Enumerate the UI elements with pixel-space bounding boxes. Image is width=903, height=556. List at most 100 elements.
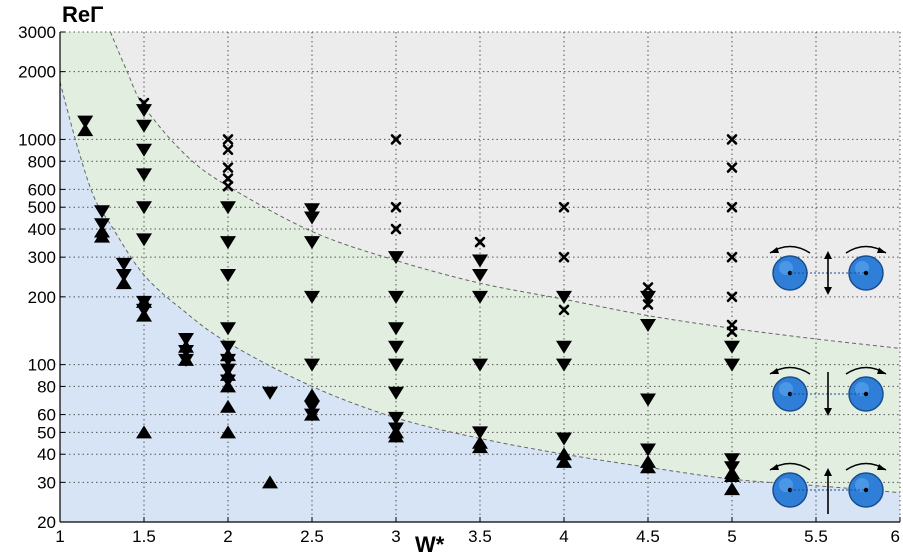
arrowhead-icon bbox=[877, 247, 886, 253]
data-point-triangle-down bbox=[136, 119, 152, 133]
x-tick-label: 5 bbox=[727, 527, 736, 546]
data-point-triangle-down bbox=[472, 269, 488, 283]
data-point-triangle-down bbox=[304, 400, 320, 414]
data-point-triangle-down bbox=[556, 432, 572, 446]
y-tick-label: 300 bbox=[28, 248, 56, 267]
y-tick-label: 100 bbox=[28, 356, 56, 375]
y-tick-label: 800 bbox=[28, 152, 56, 171]
data-point-triangle-down bbox=[77, 115, 94, 129]
cross-marker-shape bbox=[726, 326, 738, 338]
data-point-cross bbox=[726, 251, 738, 263]
arrowhead-icon bbox=[770, 247, 779, 253]
data-point-triangle-down bbox=[94, 205, 110, 219]
data-point-triangle-down bbox=[724, 340, 740, 354]
data-point-triangle-up bbox=[136, 294, 152, 308]
data-point-triangle-down bbox=[388, 251, 404, 265]
x-tick-label: 4 bbox=[559, 527, 568, 546]
data-point-triangle-up bbox=[220, 425, 236, 439]
data-point-triangle-down bbox=[304, 211, 320, 225]
data-point-triangle-up bbox=[556, 454, 572, 468]
legend-layer bbox=[769, 245, 887, 514]
data-point-triangle-down bbox=[472, 426, 488, 440]
data-point-triangle-down bbox=[220, 322, 236, 336]
data-point-cross bbox=[222, 173, 234, 184]
data-point-triangle-down bbox=[136, 168, 152, 182]
data-point-triangle-down bbox=[136, 143, 152, 157]
cross-marker-shape bbox=[222, 144, 234, 156]
data-point-triangle-up bbox=[178, 352, 194, 366]
data-point-triangle-up bbox=[472, 440, 488, 454]
cross-marker-shape bbox=[642, 299, 654, 310]
region-lower bbox=[60, 82, 900, 522]
y-tick-label: 3000 bbox=[18, 23, 56, 42]
data-point-triangle-down bbox=[388, 322, 404, 336]
x-tick-label: 1.5 bbox=[132, 527, 156, 546]
cross-marker-shape bbox=[558, 201, 570, 213]
data-point-triangle-down bbox=[262, 386, 278, 400]
cross-marker-shape bbox=[642, 282, 654, 293]
cross-marker-shape bbox=[222, 162, 234, 173]
data-point-triangle-down bbox=[472, 254, 488, 268]
data-point-triangle-up bbox=[115, 276, 132, 290]
data-point-triangle-up bbox=[136, 425, 152, 439]
y-tick-label: 20 bbox=[37, 513, 56, 532]
cross-marker-shape bbox=[726, 201, 738, 213]
data-point-triangle-up bbox=[220, 399, 236, 413]
data-point-triangle-up bbox=[94, 229, 110, 243]
arrowhead-icon bbox=[877, 464, 886, 470]
data-point-triangle-down bbox=[640, 318, 656, 332]
data-point-triangle-up bbox=[640, 460, 656, 474]
y-tick-label: 40 bbox=[37, 445, 56, 464]
y-tick-label: 50 bbox=[37, 423, 56, 442]
cross-marker-shape bbox=[726, 134, 738, 145]
data-point-triangle-up bbox=[724, 482, 740, 496]
arrowhead-icon bbox=[770, 464, 779, 470]
data-point-triangle-down bbox=[640, 393, 656, 407]
data-point-triangle-up bbox=[304, 388, 320, 402]
data-point-triangle-up bbox=[220, 348, 236, 362]
data-point-triangle-down bbox=[388, 358, 404, 372]
data-point-triangle-down bbox=[556, 290, 572, 304]
data-point-cross bbox=[726, 134, 738, 145]
data-point-triangle-down bbox=[304, 290, 320, 304]
data-point-cross bbox=[390, 223, 402, 235]
marks-layer bbox=[77, 97, 740, 496]
data-point-triangle-up bbox=[178, 339, 194, 353]
data-point-cross bbox=[222, 134, 234, 145]
data-point-cross bbox=[222, 144, 234, 156]
data-point-triangle-down bbox=[640, 290, 656, 304]
data-point-triangle-up bbox=[262, 475, 278, 489]
data-point-cross bbox=[642, 282, 654, 293]
x-tick-label: 1 bbox=[55, 527, 64, 546]
legend-item bbox=[769, 366, 887, 416]
data-point-cross bbox=[390, 134, 402, 145]
data-point-cross bbox=[558, 304, 570, 316]
data-point-triangle-down bbox=[136, 233, 152, 247]
y-tick-label: 600 bbox=[28, 180, 56, 199]
cross-marker-shape bbox=[222, 180, 234, 192]
data-point-cross bbox=[222, 162, 234, 173]
cylinder-center-dot bbox=[863, 270, 869, 276]
boundary-upper bbox=[109, 31, 901, 349]
arrowhead-icon bbox=[770, 368, 779, 374]
cross-marker-shape bbox=[558, 304, 570, 316]
data-point-triangle-down bbox=[556, 358, 572, 372]
data-point-cross bbox=[558, 201, 570, 213]
data-point-triangle-down bbox=[220, 269, 236, 283]
data-point-triangle-down bbox=[304, 203, 320, 217]
data-point-triangle-down bbox=[724, 453, 740, 467]
data-point-cross bbox=[390, 201, 402, 213]
x-tick-label: 6 bbox=[891, 527, 900, 546]
data-point-triangle-up bbox=[304, 407, 320, 421]
data-point-triangle-up bbox=[220, 367, 236, 381]
cross-marker-shape bbox=[474, 236, 486, 248]
y-tick-label: 500 bbox=[28, 198, 56, 217]
data-point-triangle-up bbox=[220, 379, 236, 393]
data-point-triangle-down bbox=[388, 340, 404, 354]
y-tick-label: 60 bbox=[37, 406, 56, 425]
cross-marker-shape bbox=[390, 223, 402, 235]
cross-marker-shape bbox=[726, 251, 738, 263]
data-point-triangle-up bbox=[556, 447, 572, 461]
data-point-triangle-down bbox=[220, 201, 236, 215]
